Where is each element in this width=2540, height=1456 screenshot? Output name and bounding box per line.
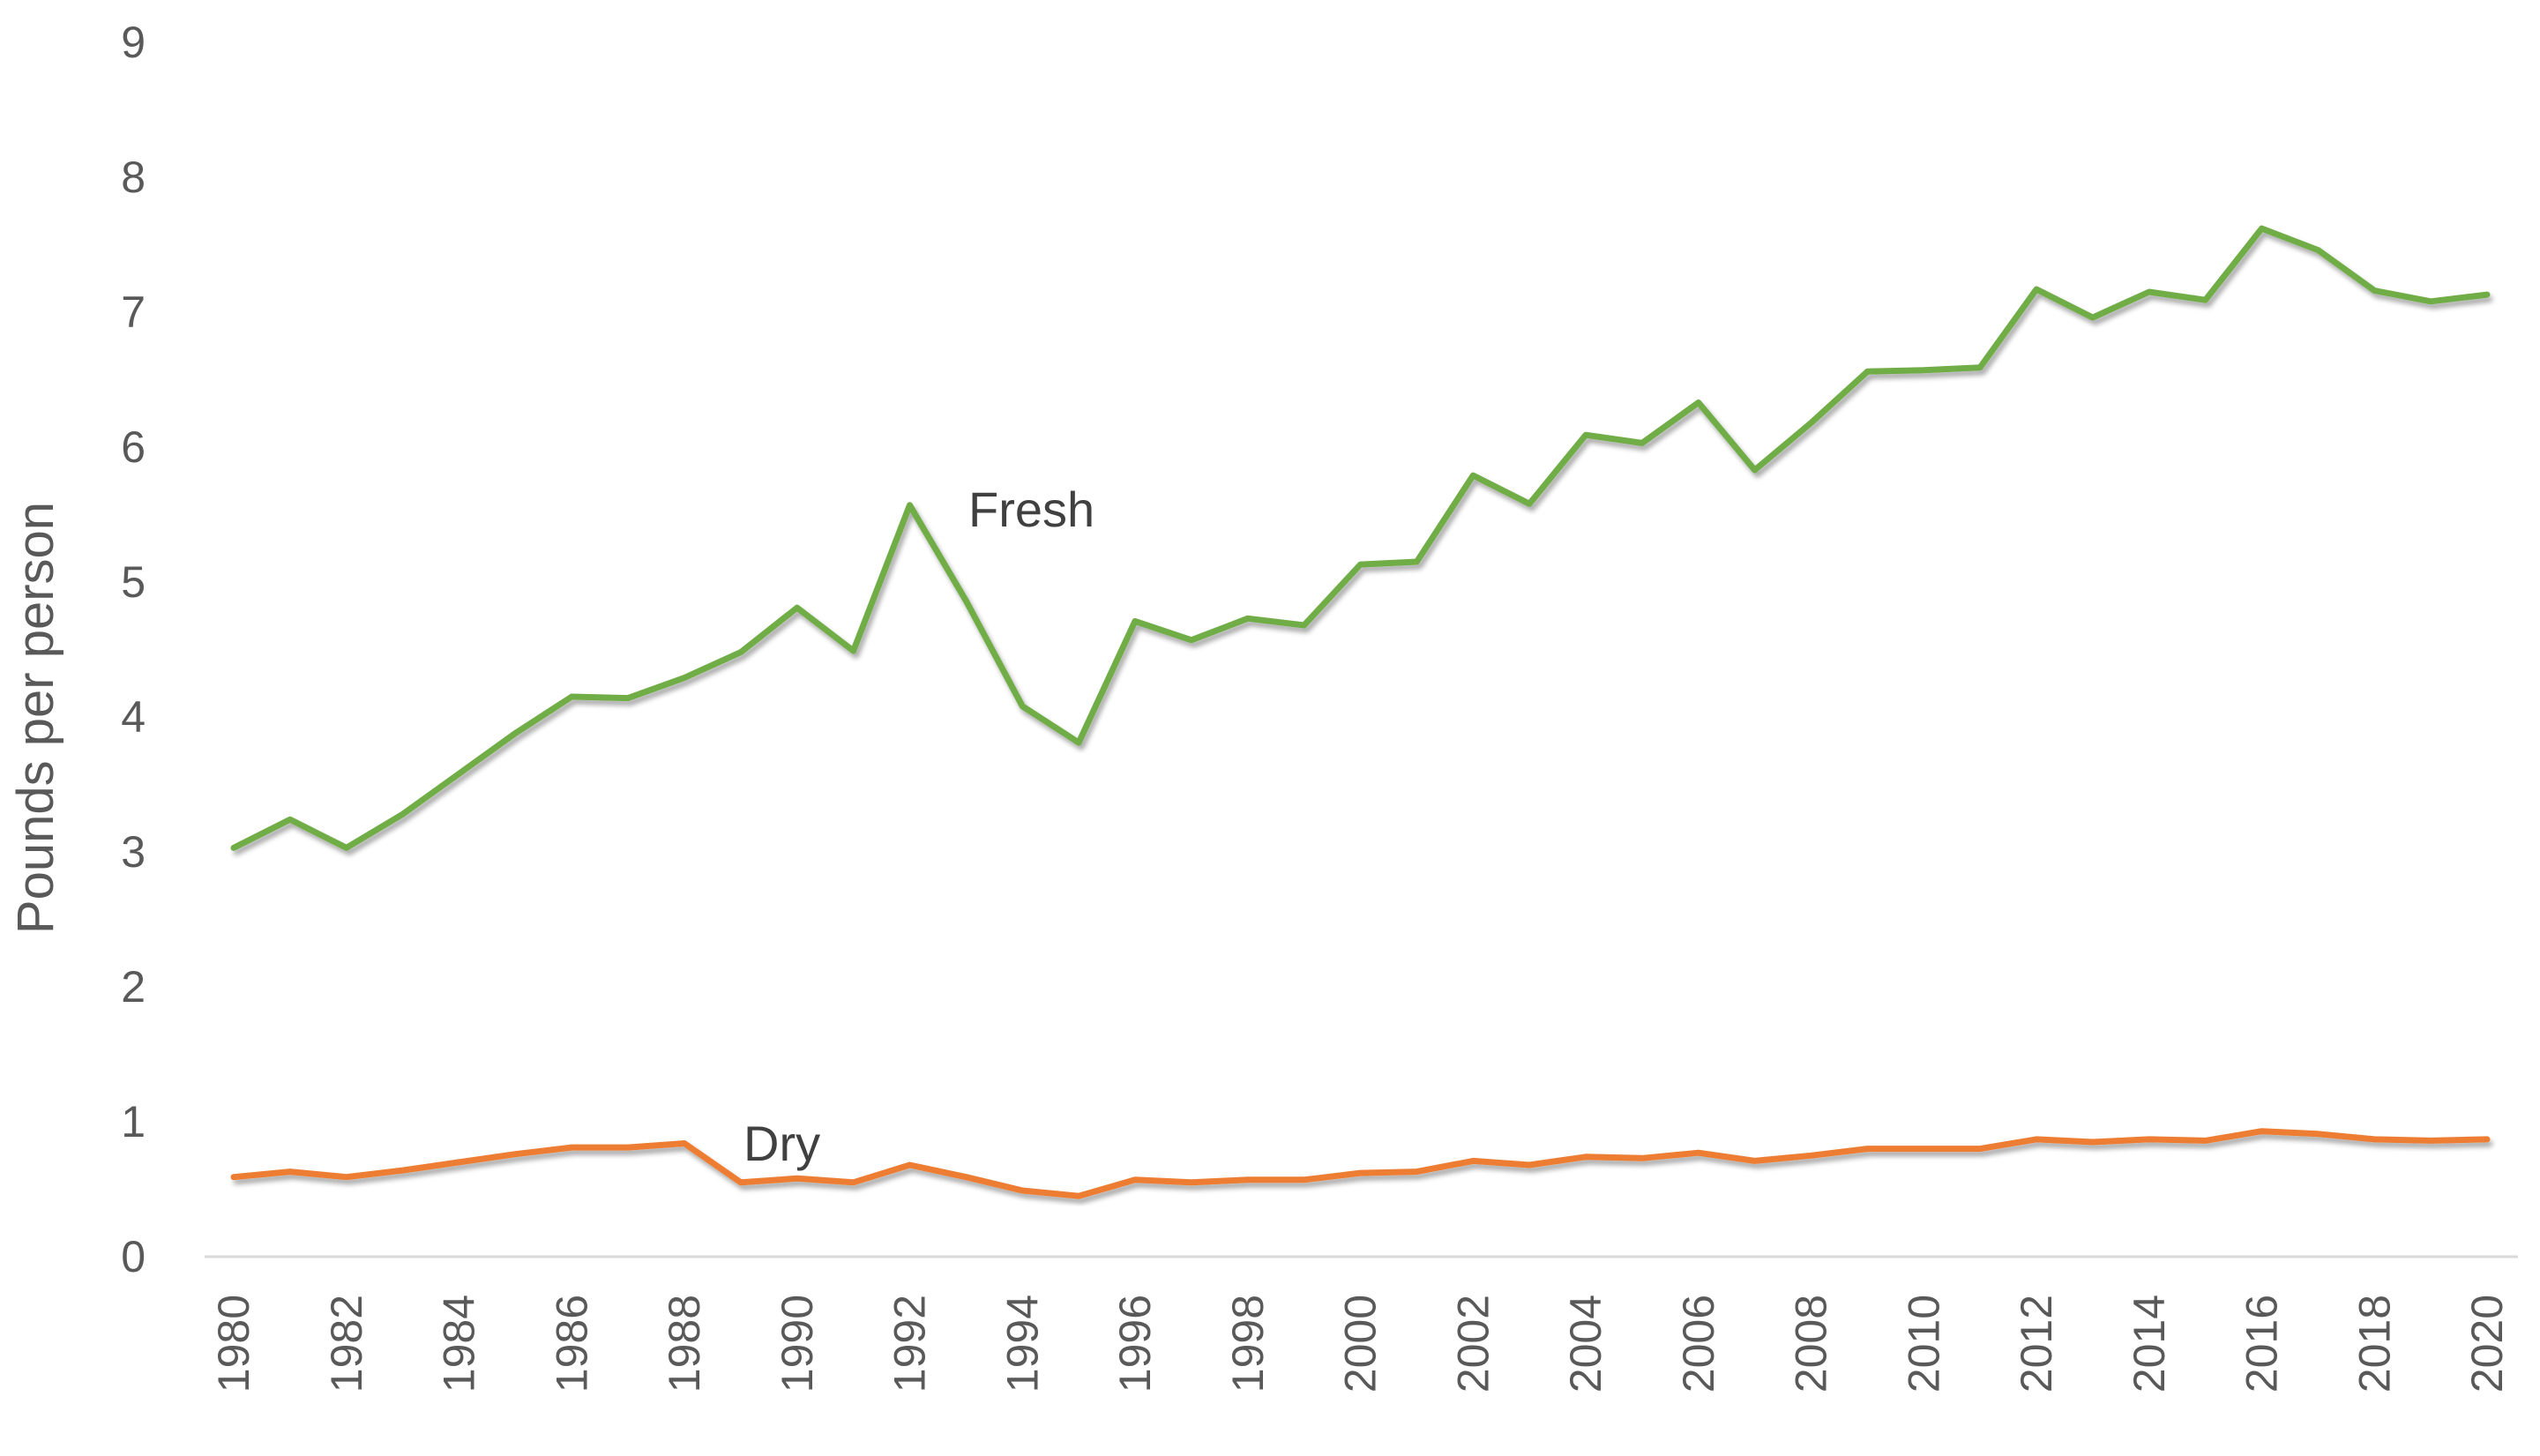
dry-series-line xyxy=(230,1128,2491,1199)
x-tick-label: 1990 xyxy=(773,1295,822,1393)
x-tick-label: 2012 xyxy=(2012,1295,2061,1393)
x-tick-label: 1994 xyxy=(997,1295,1047,1393)
y-tick-label: 0 xyxy=(121,1232,146,1281)
y-axis-title: Pounds per person xyxy=(7,502,64,934)
x-tick-label: 2018 xyxy=(2350,1295,2399,1393)
x-tick-label: 1996 xyxy=(1110,1295,1160,1393)
y-tick-label: 8 xyxy=(121,153,146,202)
y-tick-label: 6 xyxy=(121,422,146,472)
x-tick-label: 2002 xyxy=(1448,1295,1498,1393)
y-tick-label: 4 xyxy=(121,692,146,742)
y-tick-label: 9 xyxy=(121,18,146,67)
y-tick-label: 3 xyxy=(121,827,146,877)
x-tick-label: 2000 xyxy=(1336,1295,1386,1393)
y-tick-label: 7 xyxy=(121,287,146,337)
x-axis-tick-labels: 1980 1982 1984 1986 1988 1990 1992 1994 1996 1998… xyxy=(209,1295,2512,1393)
x-tick-label: 1982 xyxy=(322,1295,371,1393)
dry-series-label: Dry xyxy=(743,1116,820,1171)
x-tick-label: 1984 xyxy=(435,1295,484,1393)
x-tick-label: 2014 xyxy=(2125,1295,2174,1393)
x-tick-label: 2008 xyxy=(1787,1295,1836,1393)
y-axis-tick-labels: 0 1 2 3 4 5 6 7 8 9 xyxy=(121,18,146,1281)
y-tick-label: 5 xyxy=(121,557,146,607)
x-tick-label: 2020 xyxy=(2462,1295,2512,1393)
x-tick-label: 1992 xyxy=(885,1295,935,1393)
x-tick-label: 1986 xyxy=(547,1295,596,1393)
fresh-series-line xyxy=(230,225,2491,851)
x-tick-label: 2016 xyxy=(2237,1295,2287,1393)
y-tick-label: 1 xyxy=(121,1097,146,1146)
series-lines xyxy=(230,225,2491,1199)
x-tick-label: 1980 xyxy=(209,1295,258,1393)
x-tick-label: 2006 xyxy=(1674,1295,1723,1393)
x-tick-label: 1998 xyxy=(1223,1295,1273,1393)
y-tick-label: 2 xyxy=(121,962,146,1012)
x-tick-label: 2010 xyxy=(1899,1295,1948,1393)
x-tick-label: 2004 xyxy=(1561,1295,1610,1393)
fresh-series-label: Fresh xyxy=(968,482,1094,537)
x-tick-label: 1988 xyxy=(660,1295,709,1393)
